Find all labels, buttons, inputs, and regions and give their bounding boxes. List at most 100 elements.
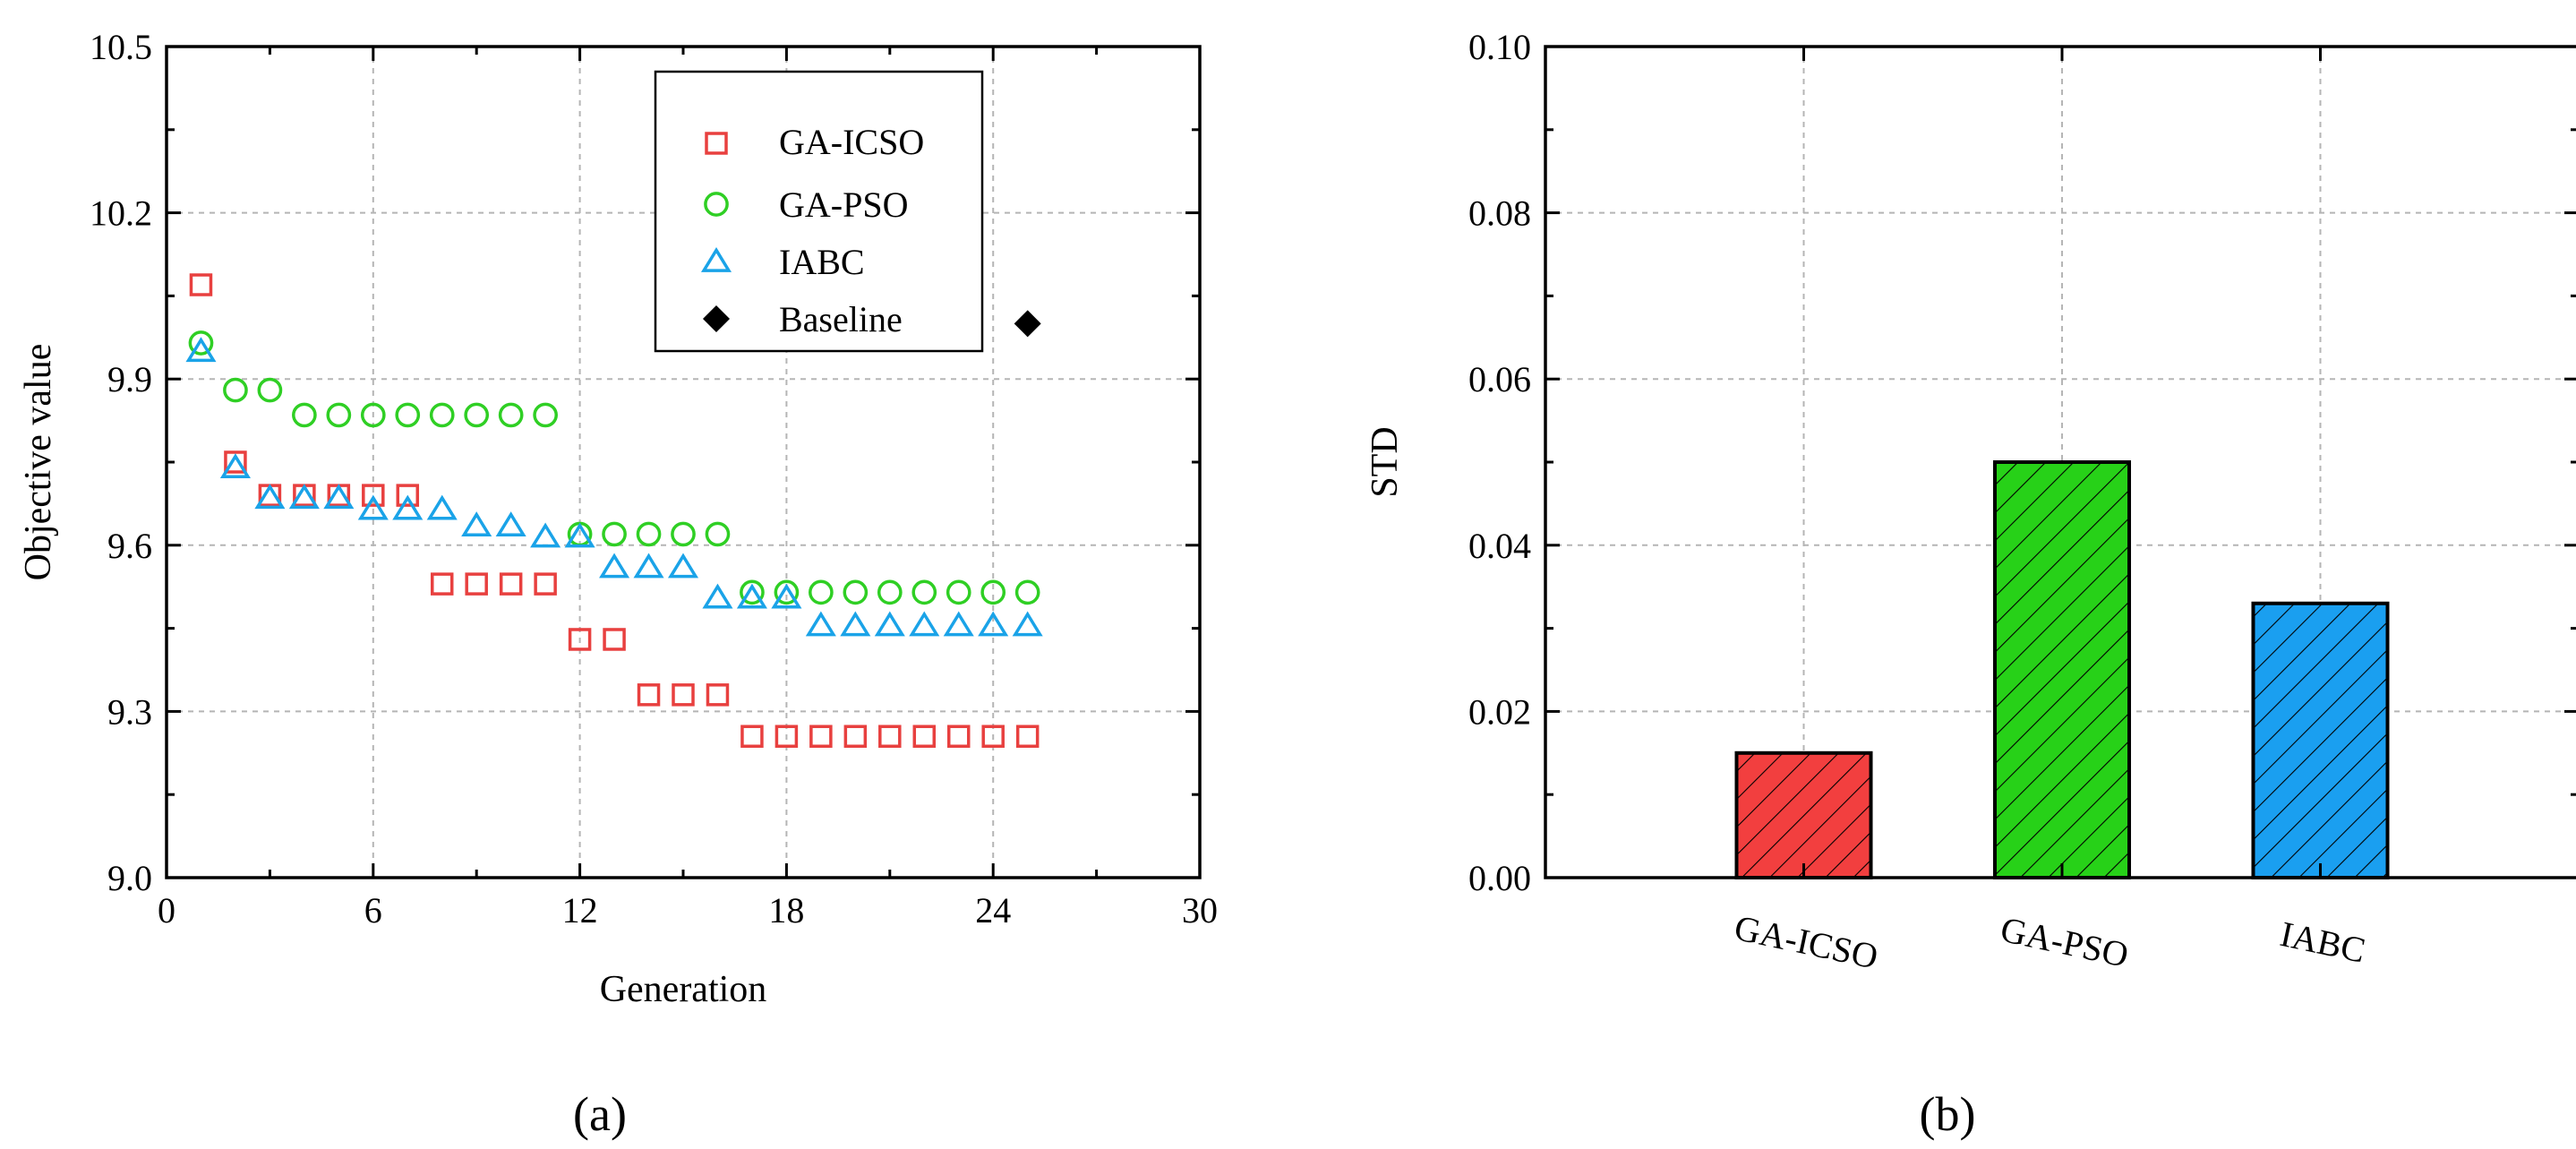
a-point-ga-icso bbox=[603, 628, 626, 651]
a-y-tick-label: 10.2 bbox=[90, 193, 152, 234]
b-bar-hatch-ga-pso bbox=[1992, 460, 2132, 879]
a-point-iabc bbox=[771, 583, 802, 609]
a-point-ga-icso bbox=[740, 725, 764, 748]
b-y-tick-label: 0.10 bbox=[1468, 27, 1531, 67]
a-point-iabc bbox=[461, 511, 492, 537]
a-point-ga-icso bbox=[637, 683, 661, 707]
a-x-tick-labels: 0 6 12 18 24 30 bbox=[158, 890, 1218, 930]
a-point-ga-icso bbox=[362, 484, 385, 507]
a-axis-ticks bbox=[165, 45, 1202, 879]
a-point-ga-pso bbox=[188, 330, 214, 356]
a-point-ga-icso bbox=[878, 725, 902, 748]
a-legend-markers bbox=[700, 132, 732, 333]
a-y-tick-label: 10.5 bbox=[90, 27, 152, 67]
a-point-ga-pso bbox=[533, 402, 558, 428]
a-point-iabc bbox=[1012, 611, 1043, 637]
a-point-iabc bbox=[909, 611, 940, 637]
b-bars bbox=[1734, 460, 2390, 879]
a-x-tick-label: 30 bbox=[1182, 890, 1218, 930]
a-point-iabc bbox=[254, 484, 286, 510]
a-point-iabc bbox=[495, 511, 526, 537]
a-point-iabc bbox=[633, 553, 664, 579]
a-x-tick-label: 6 bbox=[364, 890, 382, 930]
a-point-ga-pso bbox=[843, 579, 869, 605]
a-y-tick-label: 9.9 bbox=[107, 359, 152, 399]
a-point-iabc bbox=[978, 611, 1009, 637]
a-point-ga-pso bbox=[636, 521, 662, 547]
b-bar-hatch-iabc bbox=[2251, 601, 2390, 879]
a-point-ga-icso bbox=[465, 572, 488, 596]
a-point-ga-pso bbox=[705, 521, 731, 547]
a-point-iabc bbox=[805, 611, 836, 637]
a-point-ga-icso bbox=[912, 725, 937, 748]
a-point-ga-pso bbox=[1014, 579, 1040, 605]
a-point-ga-pso bbox=[429, 402, 455, 428]
a-x-tick-label: 0 bbox=[158, 890, 175, 930]
a-point-ga-pso bbox=[602, 521, 627, 547]
a-legend-label-ga-pso: GA-PSO bbox=[779, 184, 908, 225]
a-x-tick-label: 18 bbox=[768, 890, 804, 930]
a-point-ga-pso bbox=[774, 579, 800, 605]
a-point-baseline bbox=[1014, 310, 1041, 338]
a-point-ga-pso bbox=[464, 402, 490, 428]
a-point-ga-icso bbox=[706, 683, 730, 707]
a-point-ga-pso bbox=[809, 579, 834, 605]
a-point-iabc bbox=[185, 337, 217, 363]
b-y-tick-label: 0.04 bbox=[1468, 526, 1531, 566]
a-legend-label-baseline: Baseline bbox=[779, 299, 903, 339]
a-point-iabc bbox=[288, 484, 320, 510]
a-y-axis-label: Objective value bbox=[18, 344, 59, 581]
a-point-ga-icso bbox=[775, 725, 799, 748]
b-y-tick-label: 0.02 bbox=[1468, 691, 1531, 732]
a-x-axis-label: Generation bbox=[600, 969, 767, 1010]
a-point-ga-pso bbox=[980, 579, 1006, 605]
a-point-ga-pso bbox=[911, 579, 937, 605]
a-point-ga-pso bbox=[946, 579, 971, 605]
a-point-iabc bbox=[323, 484, 355, 510]
a-legend-marker-ga-pso bbox=[704, 192, 729, 217]
a-x-tick-label: 24 bbox=[975, 890, 1011, 930]
b-y-tick-label: 0.08 bbox=[1468, 193, 1531, 234]
b-category-label: IABC bbox=[2277, 913, 2369, 971]
a-point-ga-pso bbox=[360, 402, 386, 428]
a-point-ga-icso bbox=[189, 273, 213, 296]
a-point-iabc bbox=[530, 522, 561, 548]
a-x-tick-label: 12 bbox=[562, 890, 598, 930]
a-legend-marker-ga-icso bbox=[705, 132, 728, 155]
b-bar-hatch-ga-icso bbox=[1734, 750, 1873, 879]
a-point-ga-pso bbox=[671, 521, 696, 547]
a-y-tick-label: 9.6 bbox=[107, 526, 152, 566]
a-point-ga-pso bbox=[395, 402, 421, 428]
a-point-iabc bbox=[874, 611, 905, 637]
a-point-iabc bbox=[357, 494, 389, 520]
a-y-tick-label: 9.3 bbox=[107, 691, 152, 732]
a-legend-label-ga-icso: GA-ICSO bbox=[779, 122, 924, 162]
a-point-iabc bbox=[840, 611, 871, 637]
a-point-ga-icso bbox=[843, 725, 868, 748]
a-legend-marker-iabc bbox=[700, 246, 732, 272]
panel-label-a: (a) bbox=[573, 1087, 627, 1141]
a-point-iabc bbox=[943, 611, 974, 637]
a-point-ga-icso bbox=[534, 572, 557, 596]
b-y-tick-label: 0.00 bbox=[1468, 858, 1531, 898]
b-y-tick-label: 0.06 bbox=[1468, 359, 1531, 399]
a-point-ga-icso bbox=[224, 450, 247, 474]
a-point-ga-icso bbox=[809, 725, 833, 748]
a-point-ga-pso bbox=[877, 579, 903, 605]
b-y-axis-label: STD bbox=[1365, 426, 1406, 497]
a-point-iabc bbox=[219, 453, 251, 479]
a-y-tick-label: 9.0 bbox=[107, 858, 152, 898]
a-point-ga-icso bbox=[396, 484, 420, 507]
a-point-ga-pso bbox=[292, 402, 317, 428]
b-category-labels: GA-ICSO GA-PSO IABC bbox=[1731, 907, 2368, 977]
a-point-ga-pso bbox=[498, 402, 524, 428]
a-point-ga-icso bbox=[672, 683, 695, 707]
a-point-iabc bbox=[702, 583, 733, 609]
a-point-ga-icso bbox=[430, 572, 454, 596]
a-point-iabc bbox=[426, 494, 458, 520]
a-grid bbox=[167, 47, 1200, 878]
panel-label-b: (b) bbox=[1920, 1087, 1976, 1141]
a-point-ga-icso bbox=[981, 725, 1005, 748]
b-y-tick-labels: 0.00 0.02 0.04 0.06 0.08 0.10 bbox=[1468, 27, 1531, 898]
